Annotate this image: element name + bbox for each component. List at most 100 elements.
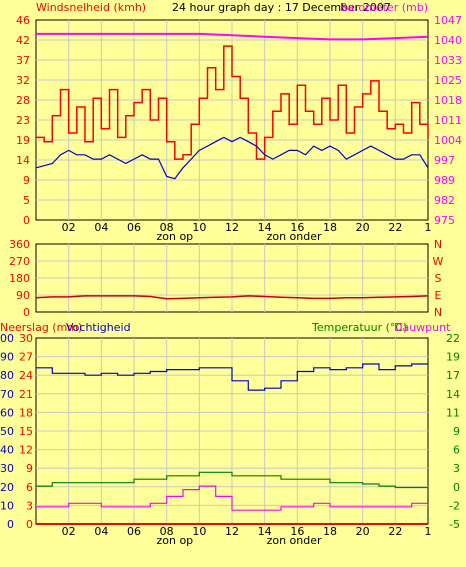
x-tick-label: 18 bbox=[323, 221, 337, 234]
y-tick-label-barometer: 1011 bbox=[434, 114, 462, 127]
x-tick-label: 04 bbox=[94, 221, 108, 234]
y-tick-label-wind: 32 bbox=[16, 74, 30, 87]
y-tick-label-rain: 15 bbox=[19, 425, 33, 438]
x-tick-label: 08 bbox=[160, 221, 174, 234]
y-tick-label-wind: 37 bbox=[16, 54, 30, 67]
y-tick-label-humidity: 70 bbox=[0, 388, 14, 401]
y-tick-label-temperature: 17 bbox=[446, 369, 460, 382]
x-tick-label: 08 bbox=[160, 525, 174, 538]
y-tick-label-temperature: -5 bbox=[449, 518, 460, 531]
barometer-line bbox=[36, 32, 429, 41]
y-tick-label-rain: 9 bbox=[26, 462, 33, 475]
y-tick-label-rain: 12 bbox=[19, 444, 33, 457]
x-tick-label: 22 bbox=[388, 525, 402, 538]
y-tick-label-humidity: 60 bbox=[0, 406, 14, 419]
y-tick-label-rain: 24 bbox=[19, 369, 33, 382]
dewpoint-axis-title: Dauwpunt bbox=[394, 321, 451, 334]
humidity-line bbox=[36, 363, 428, 391]
x-tick-label: 20 bbox=[356, 525, 370, 538]
wind-speed-line bbox=[36, 45, 429, 160]
x-tick-label: 12 bbox=[225, 221, 239, 234]
y-tick-label-humidity: 40 bbox=[0, 444, 14, 457]
temperature-axis-title: Temperatuur (°C) bbox=[311, 321, 407, 334]
y-tick-label-temperature: -2 bbox=[449, 499, 460, 512]
y-tick-label-rain: 27 bbox=[19, 351, 33, 364]
x-tick-label: 16 bbox=[290, 525, 304, 538]
barometer-axis-title: Barometer (mb) bbox=[340, 1, 428, 14]
sunset-label: zon onder bbox=[267, 230, 322, 243]
compass-label: E bbox=[435, 289, 442, 302]
y-tick-label-temperature: 22 bbox=[446, 332, 460, 345]
wind-direction-line bbox=[35, 295, 429, 300]
y-tick-label-wind: 0 bbox=[23, 214, 30, 227]
y-tick-label-rain: 6 bbox=[26, 481, 33, 494]
y-tick-label-humidity: 20 bbox=[0, 481, 14, 494]
y-tick-label-wind: 19 bbox=[16, 134, 30, 147]
y-tick-label-temperature: 11 bbox=[446, 406, 460, 419]
y-tick-label-temperature: 0 bbox=[453, 481, 460, 494]
y-tick-label-wind: 42 bbox=[16, 34, 30, 47]
y-tick-label-barometer: 1033 bbox=[434, 54, 462, 67]
y-tick-label-humidity: 100 bbox=[0, 332, 14, 345]
chart-title: 24 hour graph day : 17 December 2007 bbox=[172, 1, 391, 14]
x-tick-label: 14 bbox=[258, 525, 272, 538]
x-tick-label: 14 bbox=[258, 221, 272, 234]
y-tick-label-barometer: 1025 bbox=[434, 74, 462, 87]
y-tick-label-humidity: 10 bbox=[0, 499, 14, 512]
sunrise-label: zon op bbox=[156, 534, 193, 547]
rain-axis-title: Neerslag (mm) bbox=[0, 321, 82, 334]
x-tick-label: 06 bbox=[127, 221, 141, 234]
y-tick-label-direction: 360 bbox=[9, 238, 30, 251]
x-tick-label: 1 bbox=[425, 221, 432, 234]
y-tick-label-humidity: 0 bbox=[7, 518, 14, 531]
y-tick-label-barometer: 975 bbox=[434, 214, 455, 227]
compass-label: N bbox=[434, 238, 442, 251]
y-tick-label-rain: 21 bbox=[19, 388, 33, 401]
wind-average-line bbox=[35, 136, 429, 180]
y-tick-label-direction: 90 bbox=[16, 289, 30, 302]
x-tick-label: 10 bbox=[192, 525, 206, 538]
y-tick-label-rain: 0 bbox=[26, 518, 33, 531]
y-tick-label-barometer: 1047 bbox=[434, 14, 462, 27]
y-tick-label-temperature: 14 bbox=[446, 388, 460, 401]
y-tick-label-temperature: 9 bbox=[453, 425, 460, 438]
y-tick-label-wind: 46 bbox=[16, 14, 30, 27]
y-tick-label-temperature: 19 bbox=[446, 351, 460, 364]
compass-label: W bbox=[433, 255, 444, 268]
y-tick-label-wind: 9 bbox=[23, 174, 30, 187]
y-tick-label-rain: 18 bbox=[19, 406, 33, 419]
y-tick-label-barometer: 989 bbox=[434, 174, 455, 187]
y-tick-label-barometer: 997 bbox=[434, 154, 455, 167]
y-tick-label-direction: 180 bbox=[9, 272, 30, 285]
y-tick-label-direction: 270 bbox=[9, 255, 30, 268]
y-tick-label-barometer: 1018 bbox=[434, 94, 462, 107]
y-tick-label-rain: 3 bbox=[26, 499, 33, 512]
temperature-line bbox=[36, 471, 428, 489]
y-tick-label-wind: 28 bbox=[16, 94, 30, 107]
y-tick-label-direction: 0 bbox=[23, 306, 30, 319]
sunrise-label: zon op bbox=[156, 230, 193, 243]
x-tick-label: 12 bbox=[225, 525, 239, 538]
y-tick-label-humidity: 80 bbox=[0, 369, 14, 382]
x-tick-label: 18 bbox=[323, 525, 337, 538]
humidity-axis-title: Vochtigheid bbox=[66, 321, 131, 334]
x-tick-label: 22 bbox=[388, 221, 402, 234]
y-tick-label-humidity: 30 bbox=[0, 462, 14, 475]
y-tick-label-temperature: 6 bbox=[453, 444, 460, 457]
x-tick-label: 16 bbox=[290, 221, 304, 234]
y-tick-label-humidity: 90 bbox=[0, 351, 14, 364]
x-tick-label: 06 bbox=[127, 525, 141, 538]
compass-label: S bbox=[435, 272, 442, 285]
y-tick-label-wind: 23 bbox=[16, 114, 30, 127]
y-tick-label-wind: 5 bbox=[23, 194, 30, 207]
sunset-label: zon onder bbox=[267, 534, 322, 547]
x-tick-label: 1 bbox=[425, 525, 432, 538]
x-tick-label: 20 bbox=[356, 221, 370, 234]
y-tick-label-barometer: 1040 bbox=[434, 34, 462, 47]
x-tick-label: 04 bbox=[94, 525, 108, 538]
y-tick-label-rain: 30 bbox=[19, 332, 33, 345]
y-tick-label-temperature: 3 bbox=[453, 462, 460, 475]
y-tick-label-barometer: 982 bbox=[434, 194, 455, 207]
